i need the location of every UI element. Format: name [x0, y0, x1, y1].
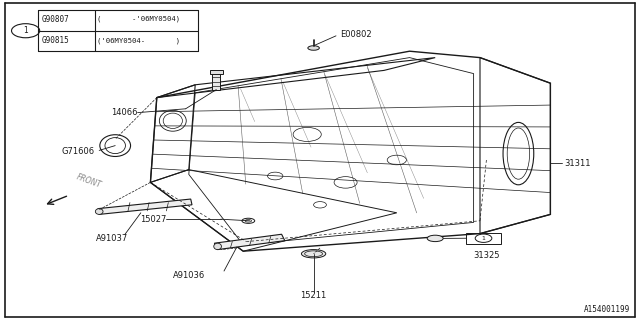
Ellipse shape	[214, 243, 221, 250]
Text: ('06MY0504-       ): ('06MY0504- )	[97, 38, 180, 44]
Text: 1: 1	[23, 26, 28, 35]
Ellipse shape	[308, 46, 319, 50]
Text: A154001199: A154001199	[584, 305, 630, 314]
Text: A91037: A91037	[96, 234, 128, 243]
Text: 15027: 15027	[140, 215, 166, 224]
Text: G71606: G71606	[61, 147, 95, 156]
Text: FRONT: FRONT	[76, 172, 103, 189]
Text: G90815: G90815	[42, 36, 69, 45]
Ellipse shape	[301, 250, 326, 258]
Ellipse shape	[428, 235, 444, 242]
Text: 1: 1	[481, 236, 486, 241]
Polygon shape	[98, 199, 192, 214]
Text: 14066: 14066	[111, 108, 138, 117]
Bar	[466, 233, 501, 244]
Text: E00802: E00802	[340, 30, 372, 39]
Polygon shape	[214, 234, 285, 250]
Polygon shape	[212, 74, 220, 90]
Text: (       -'06MY0504): ( -'06MY0504)	[97, 16, 180, 22]
Text: 31325: 31325	[473, 252, 500, 260]
Text: A91036: A91036	[173, 271, 205, 280]
Text: 15211: 15211	[300, 292, 327, 300]
Ellipse shape	[95, 209, 103, 214]
Text: 31311: 31311	[564, 159, 591, 168]
Text: G90807: G90807	[42, 15, 69, 24]
Polygon shape	[210, 70, 223, 74]
